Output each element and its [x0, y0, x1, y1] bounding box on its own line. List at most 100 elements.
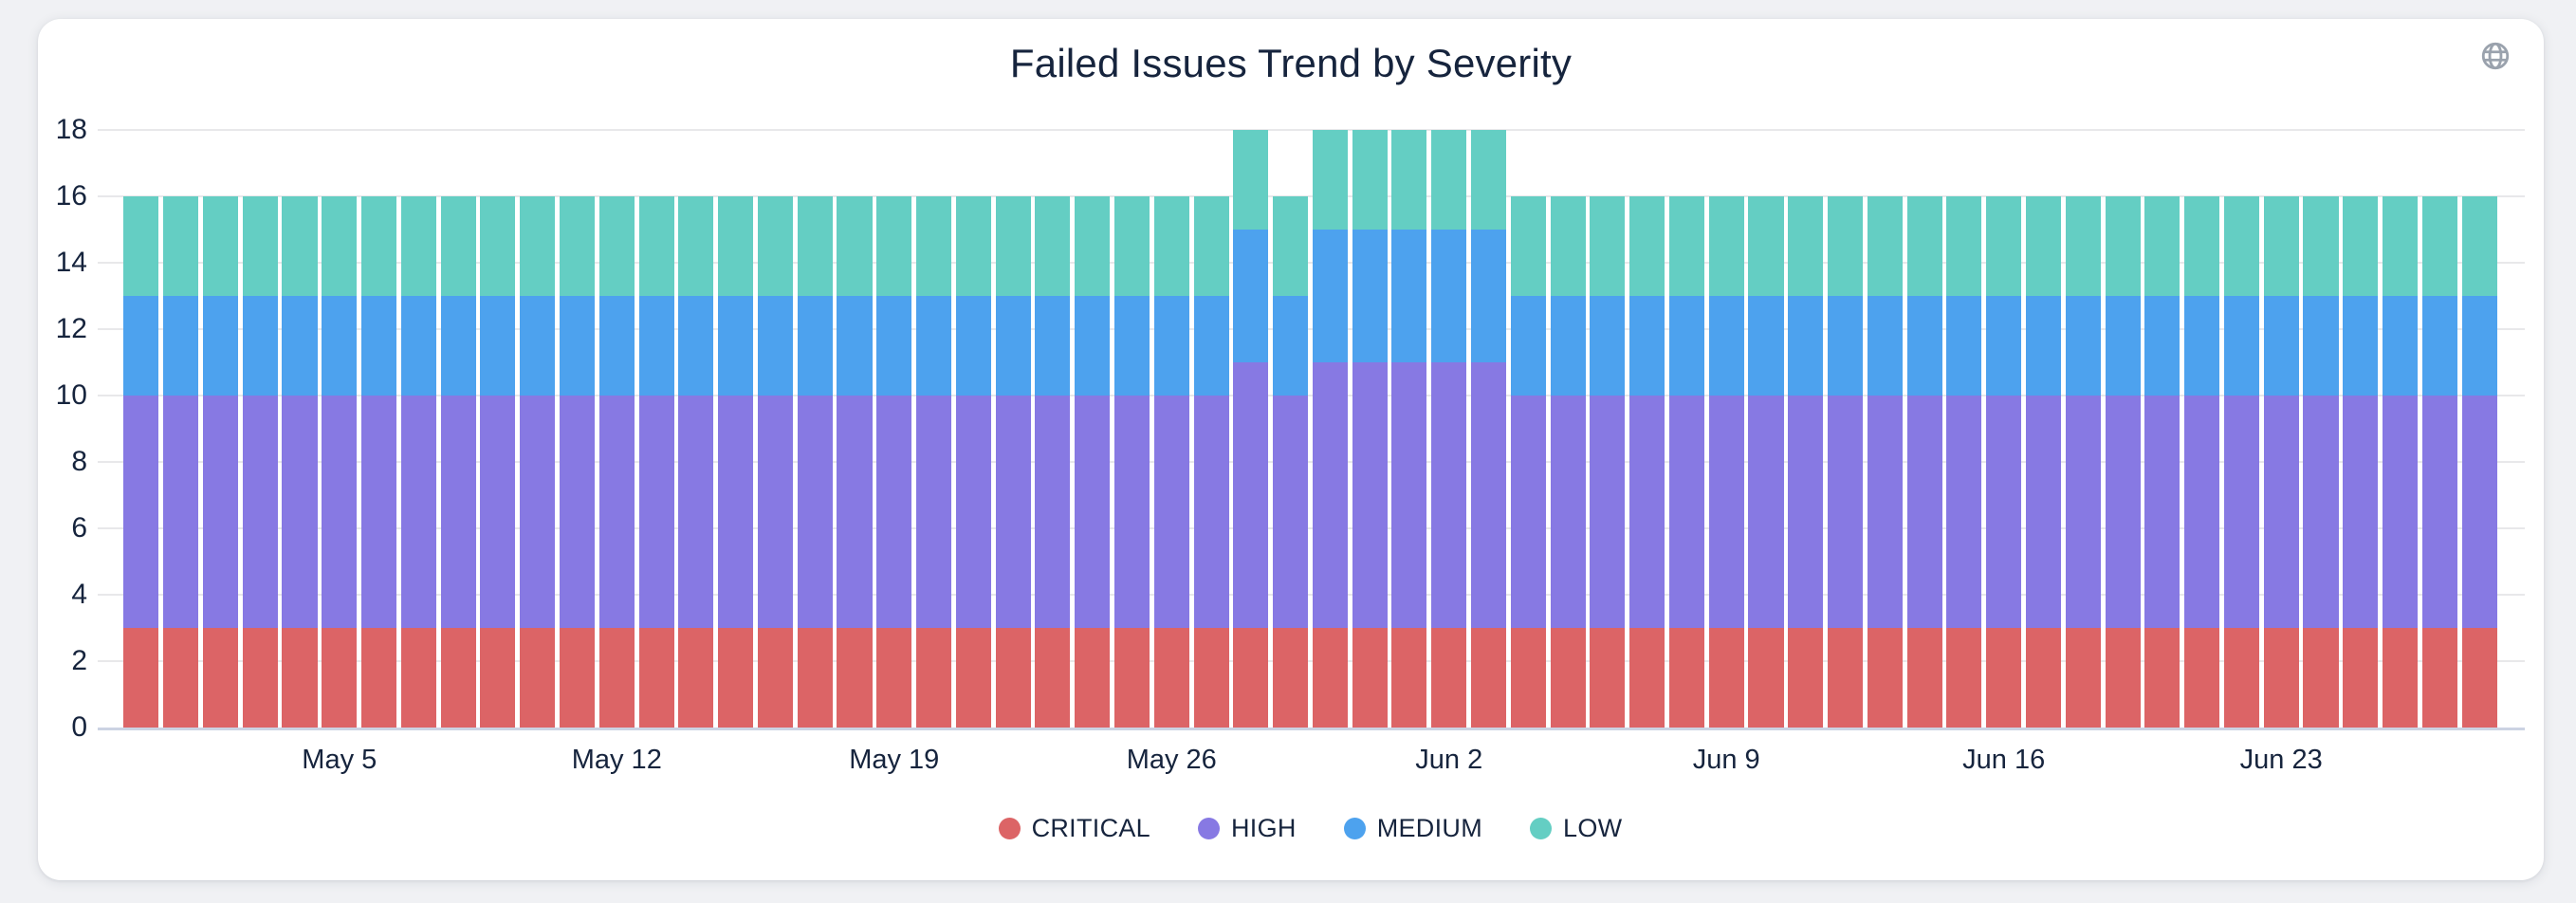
bar-segment-low: [1431, 130, 1467, 230]
bar-jun-19[interactable]: [2105, 196, 2141, 728]
bar-jun-8[interactable]: [1668, 196, 1704, 728]
bar-jun-9[interactable]: [1708, 196, 1744, 728]
bar-may-5[interactable]: [322, 196, 358, 728]
gridline-y-4: [98, 594, 2525, 596]
y-axis-tick-label: 0: [71, 711, 87, 743]
bar-jun-5[interactable]: [1550, 196, 1586, 728]
bar-may-13[interactable]: [638, 196, 674, 728]
bar-may-3[interactable]: [242, 196, 278, 728]
bar-jun-26[interactable]: [2383, 196, 2419, 728]
bar-segment-medium: [678, 296, 714, 396]
bar-segment-high: [2421, 396, 2457, 628]
bar-segment-critical: [2343, 628, 2379, 728]
x-axis-tick-label: May 5: [302, 745, 377, 775]
bar-may-24[interactable]: [1075, 196, 1111, 728]
x-axis-line: [98, 728, 2525, 730]
bar-jun-7[interactable]: [1629, 196, 1665, 728]
bar-jun-14[interactable]: [1906, 196, 1942, 728]
bar-may-6[interactable]: [361, 196, 397, 728]
bar-segment-medium: [1946, 296, 1982, 396]
globe-icon[interactable]: [2479, 40, 2512, 72]
bar-segment-medium: [2184, 296, 2220, 396]
legend-item-high[interactable]: HIGH: [1198, 814, 1297, 843]
bar-may-10[interactable]: [520, 196, 556, 728]
bar-may-1[interactable]: [163, 196, 199, 728]
bar-may-28[interactable]: [1233, 130, 1269, 728]
bar-may-2[interactable]: [202, 196, 238, 728]
bar-jun-3[interactable]: [1470, 130, 1507, 728]
bar-jun-13[interactable]: [1867, 196, 1903, 728]
bar-may-27[interactable]: [1193, 196, 1229, 728]
bar-segment-critical: [1273, 628, 1309, 728]
bar-may-19[interactable]: [876, 196, 912, 728]
bar-jun-25[interactable]: [2343, 196, 2379, 728]
bar-may-23[interactable]: [1035, 196, 1071, 728]
bar-segment-medium: [2144, 296, 2180, 396]
bar-jun-21[interactable]: [2184, 196, 2220, 728]
bar-may-9[interactable]: [480, 196, 516, 728]
bar-may-17[interactable]: [797, 196, 833, 728]
bar-segment-medium: [1867, 296, 1903, 396]
bar-jun-4[interactable]: [1510, 196, 1546, 728]
bar-segment-medium: [1391, 230, 1427, 362]
bar-segment-critical: [876, 628, 912, 728]
bar-segment-critical: [123, 628, 159, 728]
bar-jun-18[interactable]: [2065, 196, 2101, 728]
bar-segment-medium: [837, 296, 873, 396]
bar-may-4[interactable]: [282, 196, 318, 728]
bar-may-20[interactable]: [916, 196, 952, 728]
bar-may-22[interactable]: [995, 196, 1031, 728]
bar-segment-medium: [1590, 296, 1626, 396]
bar-may-30[interactable]: [1312, 130, 1348, 728]
bar-may-16[interactable]: [757, 196, 793, 728]
bar-segment-medium: [2383, 296, 2419, 396]
bar-may-21[interactable]: [955, 196, 991, 728]
bar-segment-low: [559, 196, 596, 296]
bar-may-25[interactable]: [1113, 196, 1150, 728]
bar-segment-medium: [1075, 296, 1111, 396]
bar-segment-high: [1153, 396, 1189, 628]
bar-jun-6[interactable]: [1590, 196, 1626, 728]
bar-segment-low: [1946, 196, 1982, 296]
bar-may-26[interactable]: [1153, 196, 1189, 728]
bar-jun-15[interactable]: [1946, 196, 1982, 728]
bar-jun-11[interactable]: [1788, 196, 1824, 728]
bar-may-18[interactable]: [837, 196, 873, 728]
bar-segment-low: [440, 196, 476, 296]
bar-jun-28[interactable]: [2461, 196, 2497, 728]
bar-jun-1[interactable]: [1391, 130, 1427, 728]
bar-jun-2[interactable]: [1431, 130, 1467, 728]
bar-may-15[interactable]: [718, 196, 754, 728]
bar-segment-low: [1550, 196, 1586, 296]
bar-jun-20[interactable]: [2144, 196, 2180, 728]
bar-jun-24[interactable]: [2303, 196, 2339, 728]
bar-jun-23[interactable]: [2263, 196, 2299, 728]
bar-may-8[interactable]: [440, 196, 476, 728]
legend-item-medium[interactable]: MEDIUM: [1343, 813, 1482, 843]
legend-item-critical[interactable]: CRITICAL: [998, 814, 1150, 843]
bar-may-12[interactable]: [598, 196, 635, 728]
bar-segment-critical: [163, 628, 199, 728]
bar-segment-high: [995, 396, 1031, 628]
legend-item-low[interactable]: LOW: [1530, 814, 1622, 843]
bar-apr-30[interactable]: [123, 196, 159, 728]
bar-segment-high: [1273, 396, 1309, 628]
bar-segment-low: [202, 196, 238, 296]
bar-may-11[interactable]: [559, 196, 596, 728]
bar-segment-high: [322, 396, 358, 628]
y-axis-tick-label: 10: [55, 379, 87, 411]
legend-label: MEDIUM: [1376, 813, 1482, 842]
bar-segment-high: [2065, 396, 2101, 628]
bar-jun-10[interactable]: [1748, 196, 1784, 728]
bar-jun-17[interactable]: [2025, 196, 2062, 728]
bar-jun-16[interactable]: [1986, 196, 2022, 728]
bar-may-31[interactable]: [1352, 130, 1388, 728]
bar-jun-12[interactable]: [1828, 196, 1864, 728]
bar-segment-high: [718, 396, 754, 628]
bar-may-29[interactable]: [1273, 196, 1309, 728]
bar-jun-27[interactable]: [2421, 196, 2457, 728]
bar-may-14[interactable]: [678, 196, 714, 728]
bar-segment-medium: [916, 296, 952, 396]
bar-jun-22[interactable]: [2223, 196, 2259, 728]
bar-may-7[interactable]: [400, 196, 436, 728]
